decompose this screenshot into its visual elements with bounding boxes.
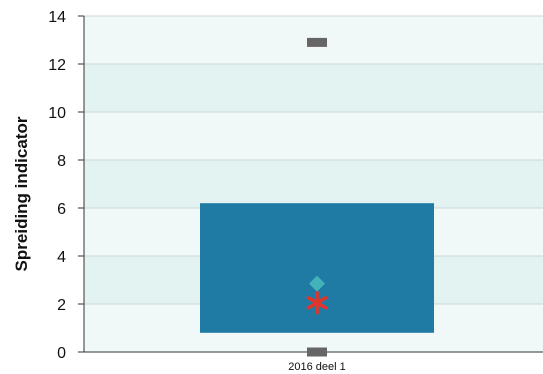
background-band [84, 160, 543, 208]
y-tick-label: 12 [48, 57, 66, 74]
median-marker [306, 291, 328, 315]
background-band [84, 64, 543, 112]
background-band [84, 112, 543, 160]
max-cap [307, 37, 327, 47]
y-tick-label: 10 [48, 105, 66, 122]
x-category-label: 2016 deel 1 [288, 361, 346, 373]
y-tick-label: 8 [57, 153, 66, 170]
y-tick-label: 4 [57, 249, 66, 266]
y-tick-labels: 0 2 4 6 8 10 12 14 [48, 9, 66, 362]
y-tick-label: 0 [57, 345, 66, 362]
background-bands [84, 16, 543, 352]
min-cap [307, 347, 327, 357]
x-category-labels: 2016 deel 1 [288, 361, 346, 373]
y-axis-label: Spreiding indicator [12, 116, 31, 271]
mean-marker [309, 275, 325, 292]
y-tick-label: 6 [57, 201, 66, 218]
y-tick-label: 14 [48, 9, 66, 26]
y-tick-label: 2 [57, 297, 66, 314]
median-marker-stroke [306, 296, 328, 310]
box-marks [200, 37, 434, 357]
